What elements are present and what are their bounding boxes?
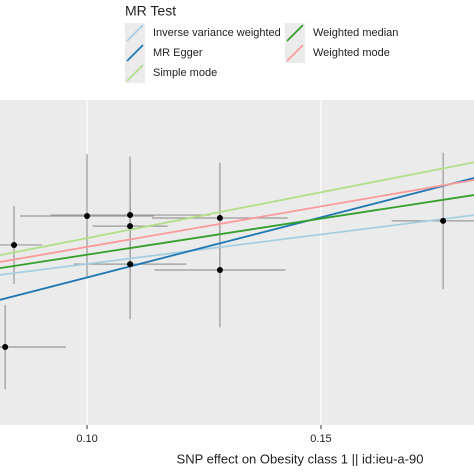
legend-label: Weighted mode xyxy=(313,47,390,59)
legend-swatch xyxy=(286,24,304,42)
fit-line xyxy=(0,194,474,270)
x-axis-label: SNP effect on Obesity class 1 || id:ieu-… xyxy=(177,451,424,466)
point xyxy=(127,223,134,230)
fit-line xyxy=(0,214,474,276)
point xyxy=(440,217,447,224)
point xyxy=(84,213,91,220)
point xyxy=(216,266,223,273)
legend-swatch xyxy=(126,44,144,62)
fit-line xyxy=(0,161,474,257)
point xyxy=(2,344,9,350)
x-tick-label: 0.15 xyxy=(310,433,331,445)
point xyxy=(216,214,223,221)
legend-swatch xyxy=(126,24,144,42)
legend-label: Inverse variance weighted xyxy=(153,27,281,39)
point xyxy=(127,212,134,219)
legend-label: Simple mode xyxy=(153,67,217,79)
fit-line xyxy=(0,177,474,301)
legend-label: MR Egger xyxy=(153,47,203,59)
legend-swatch xyxy=(286,44,304,62)
panel xyxy=(0,100,474,425)
point xyxy=(11,241,18,248)
legend-label: Weighted median xyxy=(313,27,398,39)
x-tick-label: 0.10 xyxy=(76,433,97,445)
legend-swatch xyxy=(126,64,144,82)
fit-line xyxy=(0,179,474,263)
point xyxy=(127,261,134,268)
legend-title: MR Test xyxy=(125,3,176,19)
